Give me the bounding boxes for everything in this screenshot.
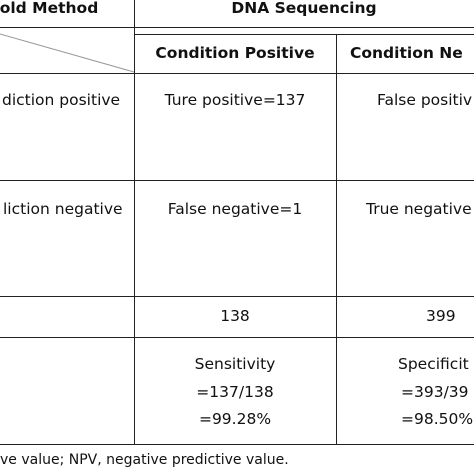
table-cell: 399 <box>426 307 456 325</box>
row-label: liction negative <box>3 200 123 218</box>
table-cell: 138 <box>220 307 250 325</box>
column-header: Condition Positive <box>155 44 315 62</box>
column-divider <box>134 0 135 444</box>
specificity-label: Specificit <box>398 355 469 373</box>
row-divider <box>0 180 474 181</box>
row-divider <box>0 337 474 338</box>
table-footnote: ve value; NPV, negative predictive value… <box>0 452 289 468</box>
header-divider <box>134 34 474 35</box>
table-cell: False positiv <box>377 91 473 109</box>
row-divider <box>0 73 474 74</box>
specificity-value: =98.50% <box>401 410 474 428</box>
specificity-formula: =393/39 <box>401 383 469 401</box>
sensitivity-value: =99.28% <box>198 410 272 428</box>
sensitivity-formula: =137/138 <box>196 383 274 401</box>
table-bottom-border <box>0 444 474 445</box>
table-cell: Ture positive=137 <box>164 91 306 109</box>
table-cell: False negative=1 <box>167 200 303 218</box>
table-cell: True negative <box>366 200 472 218</box>
column-header: Condition Ne <box>350 44 463 62</box>
table-top-border <box>0 27 474 28</box>
column-divider <box>336 34 337 444</box>
sensitivity-label: Sensitivity <box>194 355 276 373</box>
corner-label: Gold Method <box>0 0 99 17</box>
group-header: DNA Sequencing <box>231 0 377 17</box>
row-divider <box>0 296 474 297</box>
row-label: diction positive <box>2 91 121 109</box>
